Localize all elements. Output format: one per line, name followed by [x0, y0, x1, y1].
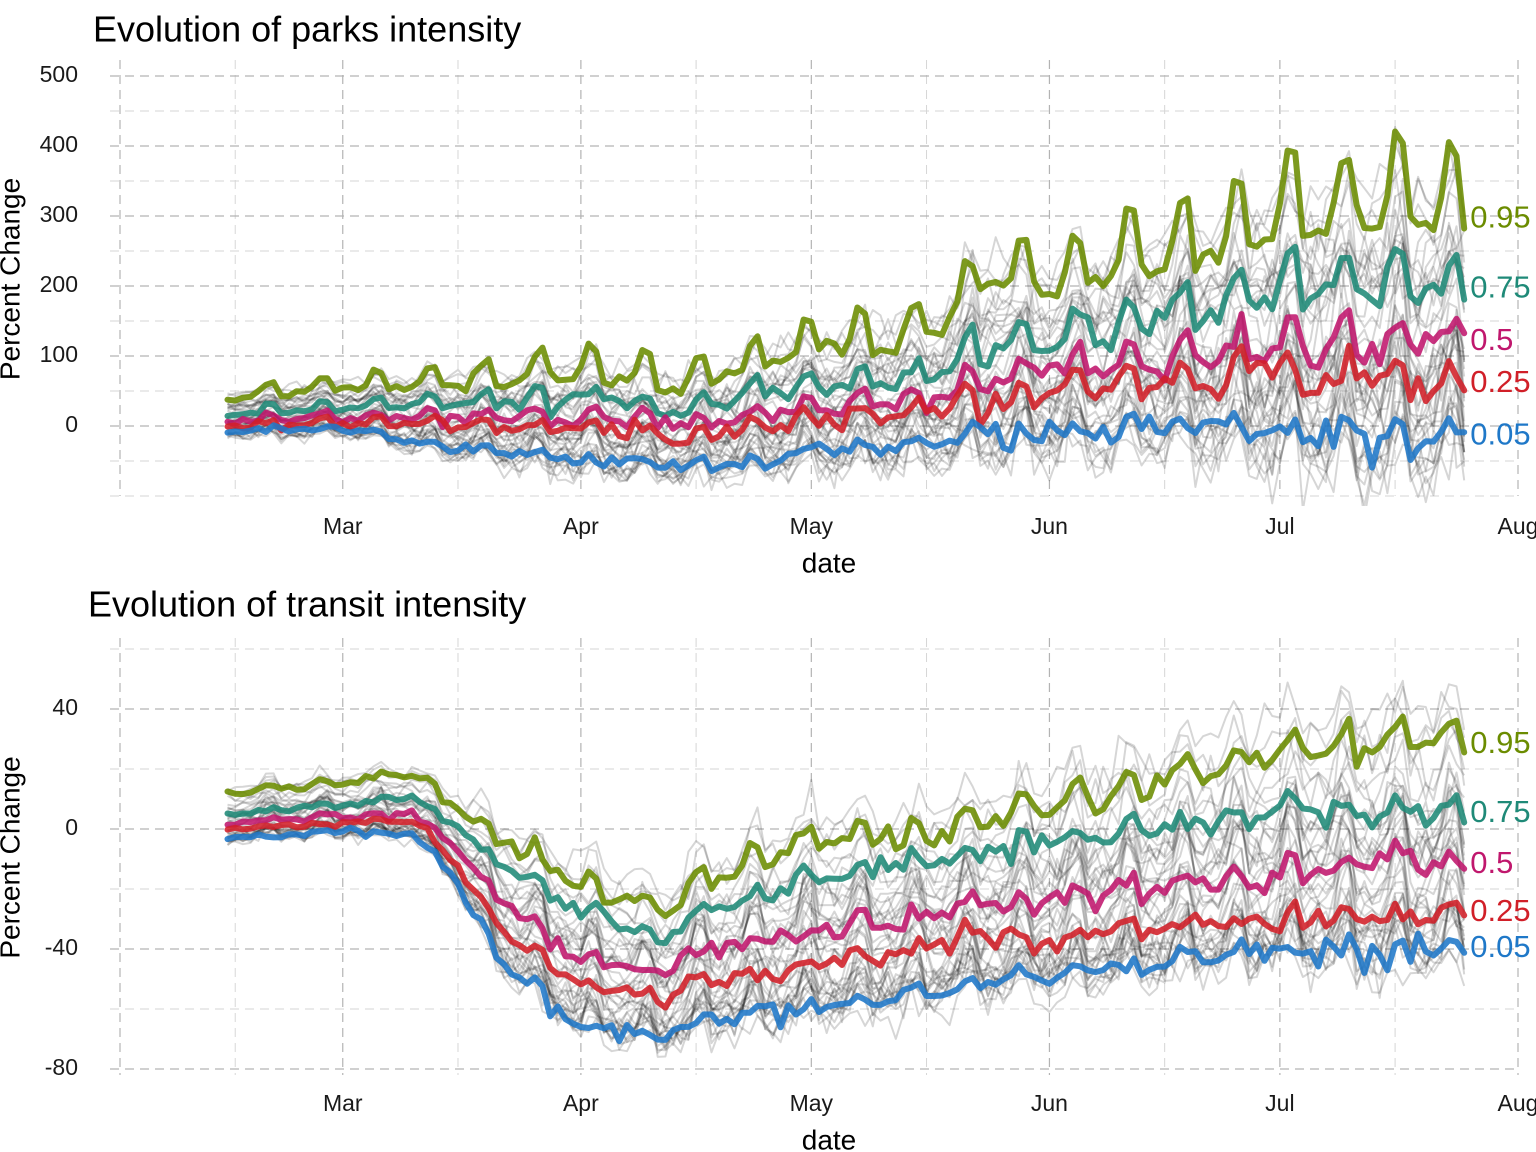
x-tick-label: Aug — [1498, 1090, 1536, 1116]
quantile-label-0.05: 0.05 — [1470, 417, 1530, 452]
background-series-line — [226, 221, 1465, 416]
y-tick-label: -40 — [45, 934, 78, 960]
background-series — [226, 125, 1466, 506]
quantile-label-0.05: 0.05 — [1470, 929, 1530, 964]
quantile-line-0.75 — [224, 788, 1468, 947]
background-series-line — [227, 375, 1466, 499]
background-series-line — [227, 808, 1466, 1032]
quantile-line-0.95 — [224, 713, 1468, 919]
y-axis-title: Percent Change — [0, 756, 25, 958]
quantile-label-0.95: 0.95 — [1470, 200, 1530, 235]
quantile-line-0.95 — [224, 128, 1468, 404]
background-series-line — [226, 806, 1466, 1002]
background-series-line — [227, 768, 1466, 963]
background-series-line — [227, 795, 1466, 990]
y-tick-label: 100 — [40, 341, 78, 367]
background-series-line — [227, 344, 1466, 474]
chart-title: Evolution of transit intensity — [88, 584, 526, 625]
x-tick-label: May — [790, 513, 834, 539]
background-series-line — [227, 332, 1466, 465]
background-series-line — [226, 377, 1466, 490]
quantile-line-0.25 — [224, 815, 1468, 1011]
plot-area — [224, 125, 1468, 506]
panel-transit: Evolution of transit intensity -80 -40 0 40 M… — [0, 584, 1536, 1152]
x-tick-label: Jun — [1031, 1090, 1068, 1116]
quantile-line-0.05 — [224, 409, 1468, 474]
background-series-line — [226, 398, 1466, 506]
x-tick-label: Jul — [1265, 1090, 1294, 1116]
background-series-line — [227, 343, 1466, 475]
quantile-line-0.05 — [224, 824, 1468, 1045]
x-tick-label: Jun — [1031, 513, 1068, 539]
quantile-label-0.25: 0.25 — [1470, 364, 1530, 399]
x-axis-title: date — [802, 1124, 857, 1152]
background-series-line — [227, 168, 1466, 414]
quantile-line-0.5 — [224, 807, 1468, 979]
background-series-line — [227, 783, 1466, 979]
x-tick-label: Apr — [563, 513, 599, 539]
background-series-line — [227, 169, 1466, 408]
y-tick-label: -80 — [45, 1054, 78, 1080]
panel-parks: Evolution of parks intensity 0 100 200 300 40… — [0, 9, 1536, 579]
quantile-label-0.75: 0.75 — [1470, 794, 1530, 829]
y-axis-title: Percent Change — [0, 178, 25, 380]
y-tick-label: 0 — [65, 411, 78, 437]
quantile-line-0.75 — [224, 243, 1468, 421]
background-series-line — [227, 820, 1466, 1030]
y-tick-label: 400 — [40, 131, 78, 157]
background-series-line — [227, 412, 1466, 506]
y-tick-label: 300 — [40, 201, 78, 227]
quantile-label-0.95: 0.95 — [1470, 725, 1530, 760]
grid — [110, 638, 1519, 1075]
background-series-line — [227, 681, 1466, 902]
x-axis-title: date — [802, 547, 857, 578]
chart-title: Evolution of parks intensity — [93, 9, 521, 50]
background-series-line — [227, 791, 1466, 979]
x-tick-label: May — [790, 1090, 834, 1116]
quantile-label-0.5: 0.5 — [1470, 322, 1513, 357]
background-series-line — [227, 349, 1466, 473]
background-series-line — [227, 800, 1466, 1005]
quantile-label-0.5: 0.5 — [1470, 845, 1513, 880]
x-tick-label: Aug — [1498, 513, 1536, 539]
background-series-line — [226, 712, 1466, 942]
y-tick-label: 200 — [40, 271, 78, 297]
quantile-line-0.25 — [224, 342, 1468, 447]
quantile-label-0.25: 0.25 — [1470, 893, 1530, 928]
y-tick-label: 0 — [65, 814, 78, 840]
plot-area — [224, 679, 1468, 1058]
x-tick-label: Jul — [1265, 513, 1294, 539]
background-series-line — [226, 732, 1466, 937]
background-series-line — [227, 177, 1466, 411]
background-series-line — [227, 765, 1466, 961]
background-series-line — [227, 786, 1466, 994]
x-tick-label: Apr — [563, 1090, 599, 1116]
y-tick-label: 500 — [40, 61, 78, 87]
background-series-line — [227, 164, 1466, 397]
y-tick-label: 40 — [52, 694, 78, 720]
quantile-line-0.5 — [224, 307, 1468, 432]
x-tick-label: Mar — [323, 1090, 363, 1116]
background-series-line — [227, 214, 1466, 413]
quantile-label-0.75: 0.75 — [1470, 270, 1530, 305]
x-tick-label: Mar — [323, 513, 363, 539]
